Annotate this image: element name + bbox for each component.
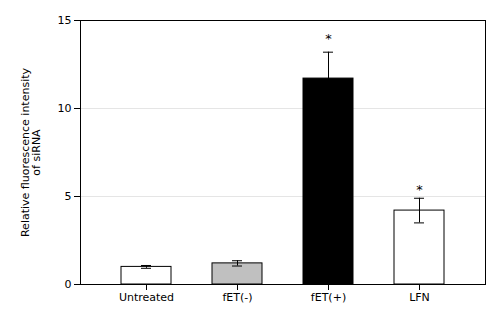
svg-text:5: 5 [65, 190, 72, 203]
svg-text:Untreated: Untreated [119, 291, 174, 304]
svg-text:10: 10 [58, 102, 72, 115]
svg-text:Relative fluorescence intensit: Relative fluorescence intensityof siRNA [19, 67, 43, 237]
svg-text:*: * [325, 31, 332, 46]
svg-text:fET(+): fET(+) [311, 291, 346, 304]
svg-text:LFN: LFN [409, 291, 430, 304]
svg-text:15: 15 [58, 14, 72, 27]
svg-text:*: * [416, 182, 423, 197]
svg-text:0: 0 [65, 278, 72, 291]
svg-text:fET(-): fET(-) [222, 291, 252, 304]
